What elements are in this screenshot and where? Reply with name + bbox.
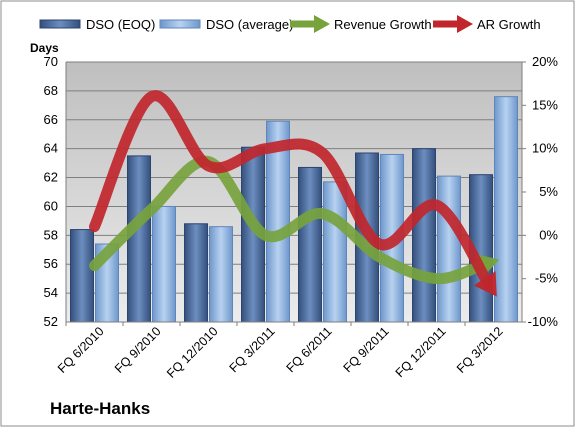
legend-label-revenue-growth: Revenue Growth [334,17,432,32]
right-axis-ticks: -10% -5% 0% 5% 10% 15% 20% [522,54,558,329]
legend-arrow-ar-growth [457,15,473,33]
bar-dso-average [209,226,233,323]
bar-dso-average [323,181,347,323]
legend-label-dso-eoq: DSO (EOQ) [86,17,155,32]
right-tick-label: 5% [539,184,558,199]
bar-dso-eoq [412,148,436,323]
legend: DSO (EOQ) DSO (average) Revenue Growth AR G… [39,15,541,33]
right-tick-label: 0% [539,227,558,242]
bar-dso-eoq [127,155,151,323]
left-tick-label: 56 [44,256,58,271]
bar-dso-eoq [70,229,94,323]
left-tick-label: 58 [44,227,58,242]
line-ar-growth [89,90,494,289]
bar-dso-eoq [298,166,322,323]
legend-label-dso-average: DSO (average) [206,17,293,32]
left-tick-label: 68 [44,83,58,98]
company-name: Harte-Hanks [50,399,151,418]
bars [70,96,518,323]
right-tick-label: 10% [532,141,558,156]
left-tick-label: 62 [44,170,58,185]
right-tick-label: -10% [528,314,559,329]
left-tick-label: 64 [44,141,58,156]
bar-dso-average [494,96,518,323]
right-tick-label: -5% [535,271,559,286]
left-tick-label: 60 [44,198,58,213]
left-axis-ticks: 52 54 56 58 60 62 64 66 68 70 [44,54,58,329]
right-tick-label: 15% [532,97,558,112]
right-tick-label: 20% [532,54,558,69]
left-tick-label: 66 [44,112,58,127]
bar-dso-eoq [184,223,208,323]
left-axis-label: Days [30,41,59,55]
legend-swatch-dso-average [159,19,201,29]
bar-dso-average [152,205,176,323]
bar-dso-average [437,175,461,323]
left-tick-label: 52 [44,314,58,329]
legend-arrow-revenue-growth [314,15,330,33]
left-tick-label: 70 [44,54,58,69]
left-tick-label: 54 [44,285,58,300]
legend-label-ar-growth: AR Growth [477,17,541,32]
series-lines [89,90,500,297]
line-revenue-growth [89,155,490,285]
arrowhead-ar-growth [473,271,497,297]
legend-swatch-dso-eoq [39,19,81,29]
